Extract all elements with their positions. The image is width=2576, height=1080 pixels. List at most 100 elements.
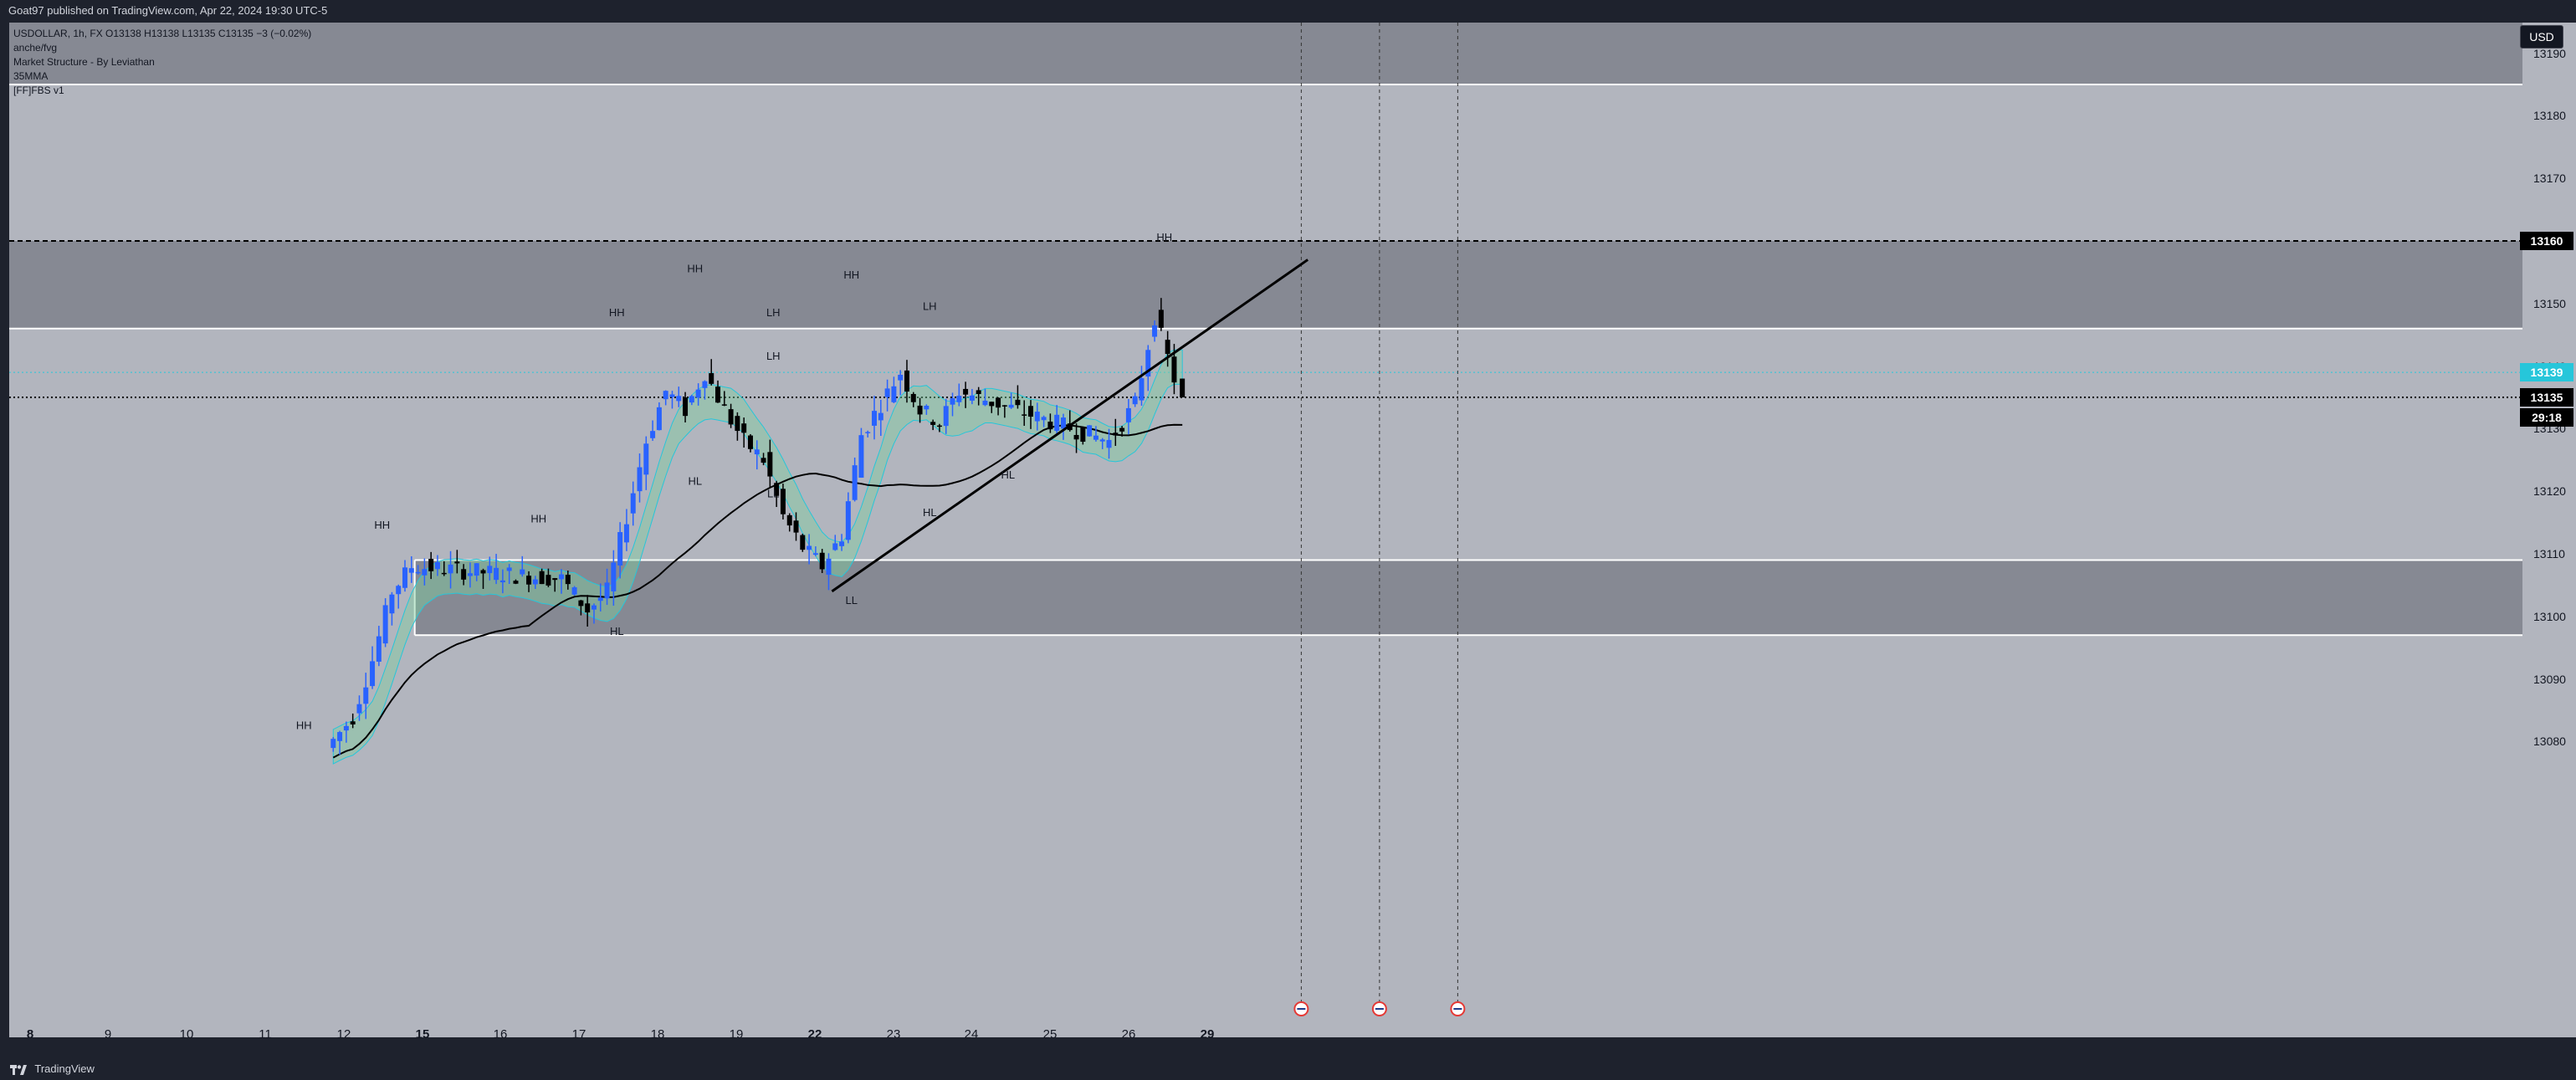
price-label-2[interactable]: 13139	[2520, 363, 2573, 382]
candle-body[interactable]	[1099, 439, 1105, 442]
candle-body[interactable]	[1001, 405, 1007, 407]
candle-body[interactable]	[930, 422, 936, 425]
candle-body[interactable]	[1093, 435, 1099, 440]
trendline[interactable]	[831, 258, 1309, 593]
candle-body[interactable]	[565, 575, 571, 585]
candle-body[interactable]	[956, 396, 962, 402]
candle-body[interactable]	[663, 391, 668, 400]
candle-body[interactable]	[910, 393, 916, 402]
candle-body[interactable]	[650, 431, 656, 438]
candle-body[interactable]	[330, 739, 336, 749]
candle-body[interactable]	[356, 704, 362, 714]
candle-body[interactable]	[982, 400, 988, 406]
candle-body[interactable]	[845, 501, 851, 540]
candle-body[interactable]	[735, 416, 740, 432]
candle-body[interactable]	[1087, 425, 1093, 437]
candle-body[interactable]	[578, 600, 584, 607]
candle-body[interactable]	[917, 405, 923, 415]
candle-body[interactable]	[637, 467, 643, 492]
candle-body[interactable]	[1008, 404, 1014, 408]
candle-body[interactable]	[1119, 427, 1125, 432]
candle-body[interactable]	[976, 390, 981, 394]
tradingview-logo[interactable]: TradingView	[10, 1058, 95, 1080]
price-label-4[interactable]: 29:18	[2520, 407, 2573, 427]
candle-body[interactable]	[1060, 417, 1066, 429]
candle-body[interactable]	[852, 465, 858, 500]
candle-body[interactable]	[441, 572, 447, 575]
candle-body[interactable]	[448, 564, 453, 574]
candle-body[interactable]	[924, 406, 930, 410]
price-label-3[interactable]: 13135	[2520, 388, 2573, 407]
indicator-mma[interactable]: 35MMA	[13, 70, 49, 82]
indicator-market-structure[interactable]: Market Structure - By Leviathan	[13, 56, 155, 68]
candle-body[interactable]	[872, 411, 878, 426]
candle-body[interactable]	[683, 397, 689, 417]
candle-body[interactable]	[571, 587, 577, 595]
candle-body[interactable]	[786, 514, 792, 526]
candle-body[interactable]	[969, 395, 975, 401]
candle-body[interactable]	[1125, 407, 1131, 422]
candle-body[interactable]	[1139, 378, 1145, 401]
candle-body[interactable]	[807, 545, 812, 550]
candle-body[interactable]	[552, 578, 558, 581]
candle-body[interactable]	[689, 396, 694, 403]
candle-body[interactable]	[461, 569, 467, 580]
candle-body[interactable]	[1158, 310, 1164, 328]
candle-body[interactable]	[1047, 422, 1053, 430]
candle-body[interactable]	[526, 576, 532, 585]
candle-body[interactable]	[1180, 378, 1186, 397]
candle-body[interactable]	[1015, 399, 1021, 406]
candle-body[interactable]	[1152, 325, 1158, 337]
price-label-1[interactable]: 13160	[2520, 232, 2573, 250]
candle-body[interactable]	[702, 381, 708, 388]
candle-body[interactable]	[559, 574, 565, 580]
candle-body[interactable]	[532, 579, 538, 585]
price-axis[interactable]	[2522, 23, 2576, 1037]
candle-body[interactable]	[494, 567, 499, 581]
candle-body[interactable]	[800, 535, 806, 550]
candle-body[interactable]	[428, 559, 434, 571]
candle-body[interactable]	[989, 402, 995, 407]
candle-body[interactable]	[623, 524, 629, 543]
candle-body[interactable]	[832, 543, 838, 550]
candle-body[interactable]	[819, 552, 825, 570]
candle-body[interactable]	[434, 561, 440, 570]
candle-body[interactable]	[865, 432, 871, 433]
indicator-fvg[interactable]: anche/fvg	[13, 42, 58, 54]
candle-body[interactable]	[884, 388, 890, 397]
candle-body[interactable]	[780, 489, 786, 514]
candle-body[interactable]	[774, 483, 780, 496]
candle-body[interactable]	[878, 412, 883, 421]
candle-body[interactable]	[513, 581, 519, 584]
candle-body[interactable]	[545, 575, 551, 586]
candle-body[interactable]	[747, 435, 753, 449]
candle-body[interactable]	[363, 687, 369, 704]
candle-body[interactable]	[604, 582, 610, 599]
candle-body[interactable]	[396, 586, 402, 595]
candle-body[interactable]	[1145, 350, 1151, 377]
candle-body[interactable]	[1113, 433, 1119, 436]
candle-body[interactable]	[499, 580, 505, 583]
candle-body[interactable]	[474, 563, 479, 576]
candle-body[interactable]	[812, 553, 818, 555]
chart-plot-area[interactable]: HH HH HH HL HH HH HL LH LH LL LL HH HL LH HL HH	[9, 23, 2522, 1037]
candle-body[interactable]	[487, 566, 493, 574]
candle-body[interactable]	[709, 373, 714, 384]
candle-body[interactable]	[728, 409, 734, 425]
candle-body[interactable]	[1041, 417, 1047, 421]
candle-body[interactable]	[669, 394, 675, 397]
candle-body[interactable]	[761, 458, 766, 463]
candle-body[interactable]	[389, 594, 395, 614]
candle-body[interactable]	[480, 570, 486, 574]
candle-body[interactable]	[415, 571, 421, 574]
candle-body[interactable]	[996, 397, 1001, 408]
candle-body[interactable]	[1165, 340, 1170, 355]
candle-body[interactable]	[376, 636, 382, 662]
symbol-ohlc-line[interactable]: USDOLLAR, 1h, FX O13138 H13138 L13135 C1…	[13, 28, 312, 39]
indicator-fbs[interactable]: [FF]FBS v1	[13, 84, 64, 96]
candle-body[interactable]	[1132, 396, 1138, 405]
candle-body[interactable]	[343, 725, 349, 731]
candle-body[interactable]	[585, 603, 591, 613]
candle-body[interactable]	[891, 386, 897, 402]
candle-body[interactable]	[695, 389, 701, 398]
